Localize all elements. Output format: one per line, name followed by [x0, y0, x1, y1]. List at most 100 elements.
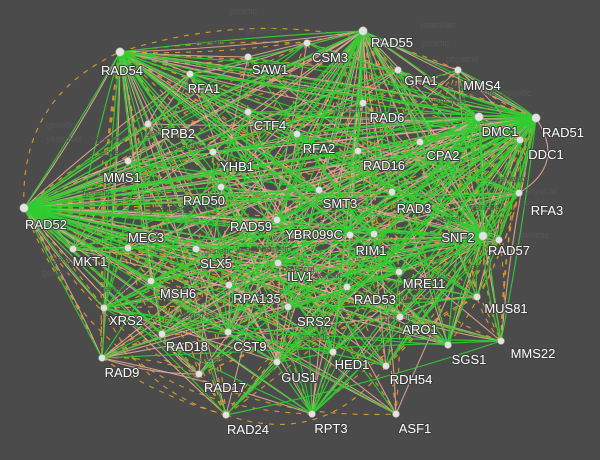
network-node-gfa1[interactable]	[394, 66, 402, 74]
node-layer[interactable]	[19, 26, 541, 419]
node-label-rfa3: RFA3	[531, 203, 564, 218]
edge-physical	[362, 30, 459, 71]
network-node-ybr099c[interactable]	[346, 231, 354, 239]
network-node-rad51[interactable]	[531, 113, 541, 123]
edge-type-label: genetic	[46, 120, 76, 130]
network-node-rpb2[interactable]	[144, 120, 152, 128]
network-node-mkt1[interactable]	[69, 245, 77, 253]
edge-type-label: genetic	[300, 332, 330, 342]
network-node-rad9[interactable]	[98, 354, 106, 362]
network-node-csm3[interactable]	[303, 39, 311, 47]
network-node-rfa2[interactable]	[293, 130, 301, 138]
node-label-smt3: SMT3	[323, 196, 358, 211]
edge-genetic	[119, 51, 478, 298]
network-node-mms22[interactable]	[497, 337, 505, 345]
edge-type-label: genetic	[52, 254, 82, 264]
network-node-rad59[interactable]	[273, 216, 281, 224]
network-node-rad55[interactable]	[358, 26, 368, 36]
edge-type-label: genetic	[146, 128, 176, 138]
network-node-ddc1[interactable]	[516, 136, 524, 144]
network-node-yhb1[interactable]	[209, 148, 217, 156]
network-node-asf1[interactable]	[392, 410, 400, 418]
edge-genetic	[225, 271, 400, 416]
network-node-saw1[interactable]	[244, 53, 252, 61]
network-node-rad18[interactable]	[158, 330, 166, 338]
network-node-rdh54[interactable]	[382, 362, 390, 370]
edge-yeastnet	[119, 51, 397, 415]
edge-yeastnet	[23, 207, 289, 308]
network-node-rim1[interactable]	[370, 230, 378, 238]
network-node-dmc1[interactable]	[474, 112, 484, 122]
network-node-rad52[interactable]	[19, 203, 29, 213]
edge-type-label: yeastNet	[172, 142, 208, 152]
node-label-mus81: MUS81	[484, 301, 527, 316]
network-node-mus81[interactable]	[473, 293, 481, 301]
network-node-rfa1[interactable]	[186, 70, 194, 78]
edge-yeastnet	[119, 51, 449, 346]
edge-yeastnet	[119, 51, 163, 335]
network-node-hed1[interactable]	[329, 348, 337, 356]
network-node-cst9[interactable]	[224, 328, 232, 336]
network-node-mms4[interactable]	[454, 66, 462, 74]
edge-yeastnet	[103, 307, 449, 346]
network-node-rad50[interactable]	[217, 183, 225, 191]
edge-yeastnet	[247, 56, 484, 237]
network-node-rad24[interactable]	[222, 411, 230, 419]
edge-genetic	[476, 117, 537, 298]
edge-yeastnet	[247, 111, 480, 119]
network-node-xrs2[interactable]	[100, 304, 108, 312]
network-node-msh6[interactable]	[147, 277, 155, 285]
network-node-rad57[interactable]	[495, 236, 503, 244]
node-label-csm3: CSM3	[312, 50, 348, 65]
edge-yeastnet	[362, 30, 484, 237]
network-node-mre11[interactable]	[395, 268, 403, 276]
network-node-aro1[interactable]	[396, 313, 404, 321]
edge-yeastnet	[306, 42, 537, 119]
edge-genetic	[399, 69, 459, 318]
network-node-slx5[interactable]	[192, 245, 200, 253]
node-label-slx5: SLX5	[200, 256, 232, 271]
network-node-rad17[interactable]	[195, 370, 203, 378]
edge-yeastnet	[103, 192, 520, 309]
node-label-rad50: RAD50	[183, 193, 225, 208]
edge-yeastnet	[212, 151, 229, 333]
network-node-rpa135[interactable]	[225, 281, 233, 289]
edge-yeastnet	[119, 51, 229, 333]
edge-genetic	[398, 235, 484, 273]
network-node-rad54[interactable]	[115, 47, 125, 57]
network-node-ilv1[interactable]	[274, 259, 282, 267]
edge-type-label: genetic	[42, 268, 72, 278]
network-node-rad16[interactable]	[354, 147, 362, 155]
network-node-ctf4[interactable]	[244, 108, 252, 116]
edge-yeastnet	[119, 51, 399, 71]
network-node-rpt3[interactable]	[308, 410, 316, 418]
network-node-mec3[interactable]	[124, 244, 132, 252]
edge-genetic	[457, 69, 537, 119]
network-node-srs2[interactable]	[284, 303, 292, 311]
edge-genetic	[23, 51, 121, 209]
network-node-rfa3[interactable]	[515, 189, 523, 197]
edge-type-label: yeastNet	[378, 294, 414, 304]
network-node-rad53[interactable]	[343, 283, 351, 291]
node-label-msh6: MSH6	[160, 286, 196, 301]
edge-genetic	[497, 192, 520, 241]
node-label-saw1: SAW1	[252, 62, 288, 77]
edge-physical	[119, 30, 364, 53]
node-label-yhb1: YHB1	[220, 159, 254, 174]
network-node-sgs1[interactable]	[444, 341, 452, 349]
network-node-rad6[interactable]	[359, 99, 367, 107]
network-node-mms1[interactable]	[124, 157, 132, 165]
edge-yeastnet	[147, 30, 364, 125]
network-node-gus1[interactable]	[273, 358, 281, 366]
edge-yeastnet	[296, 133, 400, 273]
network-node-smt3[interactable]	[315, 186, 323, 194]
network-node-cpa2[interactable]	[416, 138, 424, 146]
edge-yeastnet	[220, 186, 334, 353]
network-node-snf2[interactable]	[478, 231, 488, 241]
edge-physical	[23, 207, 105, 309]
network-node-rad3[interactable]	[388, 188, 396, 196]
edge-type-label: yeastNet	[150, 204, 186, 214]
edge-yeastnet	[482, 117, 537, 237]
